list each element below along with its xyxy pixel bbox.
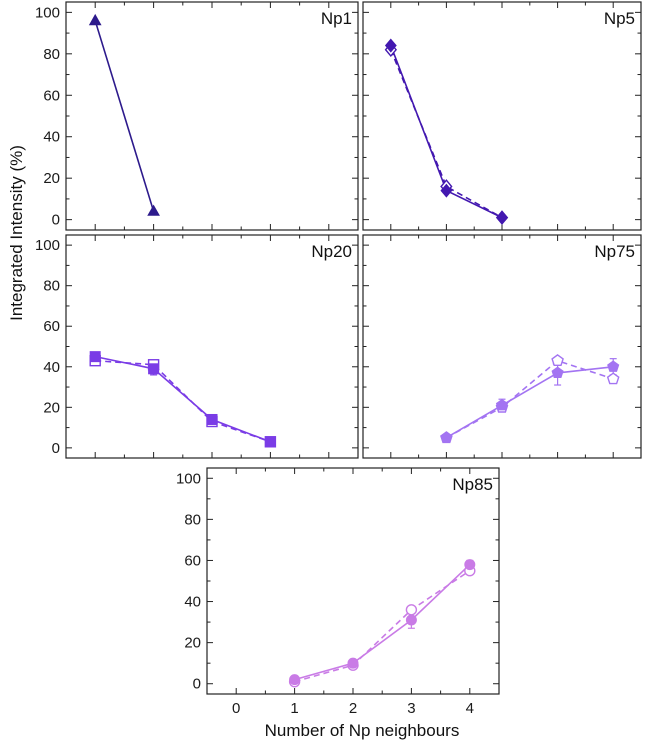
panel-np5: Np5 (362, 1, 642, 231)
series-line-dashed (390, 49, 503, 219)
data-point-open (551, 354, 564, 366)
panel-np1: 0 20 40 60 80 100 Np1 (35, 1, 359, 231)
y-tick-label: 0 (52, 212, 60, 229)
x-tick-label: 3 (407, 700, 415, 717)
series-line-solid (95, 355, 271, 443)
data-point-filled (206, 413, 218, 425)
series-line-solid (294, 564, 471, 681)
y-tick-label: 40 (184, 594, 201, 611)
y-axis-title: Integrated Intensity (%) (7, 145, 26, 321)
y-tick-label: 40 (43, 129, 60, 146)
y-tick-label: 80 (184, 511, 201, 528)
panel-np20: 0 20 40 60 80 100 Np20 (35, 234, 359, 459)
data-point-filled (551, 366, 564, 378)
x-tick-label: 4 (466, 700, 474, 717)
data-point-filled (495, 398, 509, 411)
panel-np85: 0 20 40 60 80 100 0 1 2 3 4 Np85 (176, 467, 500, 717)
panel-label-np1: Np1 (321, 9, 352, 28)
panel-label-np85: Np85 (452, 475, 493, 494)
x-tick-label: 1 (290, 700, 298, 717)
data-point-filled (384, 38, 397, 53)
panel-label-np20: Np20 (311, 242, 352, 261)
y-tick-label: 80 (43, 46, 60, 63)
data-point-open (606, 372, 620, 385)
data-point-filled (148, 363, 160, 375)
panel-frame (65, 1, 359, 231)
data-point-filled (289, 674, 301, 686)
y-tick-label: 100 (176, 470, 201, 487)
y-tick-label: 40 (43, 359, 60, 376)
data-point-filled (88, 13, 102, 26)
data-point-filled (464, 559, 476, 571)
data-point-filled (440, 431, 453, 443)
x-axis-title: Number of Np neighbours (265, 721, 460, 740)
data-point-filled (607, 360, 620, 372)
data-point-open (405, 604, 418, 616)
panel-frame (362, 1, 642, 231)
y-tick-label: 60 (43, 318, 60, 335)
y-tick-label: 20 (43, 399, 60, 416)
panel-label-np5: Np5 (604, 9, 635, 28)
data-point-filled (147, 204, 160, 216)
y-tick-label: 60 (184, 552, 201, 569)
data-point-filled (405, 614, 417, 626)
y-tick-label: 20 (43, 170, 60, 187)
panel-label-np75: Np75 (594, 242, 635, 261)
series-line-dashed (95, 359, 271, 443)
y-tick-label: 0 (52, 440, 60, 457)
series-line-solid (445, 366, 614, 439)
data-point-filled (264, 436, 276, 448)
data-point-filled (89, 351, 101, 363)
x-tick-label: 2 (349, 700, 357, 717)
y-tick-label: 100 (35, 4, 60, 21)
data-point-filled (496, 210, 508, 225)
panel-frame (362, 234, 642, 459)
x-tick-label: 0 (232, 700, 240, 717)
data-point-filled (347, 657, 359, 669)
data-point-filled (440, 183, 453, 198)
series-line-dashed (294, 570, 471, 683)
y-tick-label: 20 (184, 635, 201, 652)
y-tick-label: 80 (43, 278, 60, 295)
series-line-solid (94, 20, 155, 212)
y-tick-label: 60 (43, 87, 60, 104)
y-tick-label: 100 (35, 237, 60, 254)
y-tick-label: 0 (193, 676, 201, 693)
panel-np75: Np75 (362, 234, 642, 459)
series-line-dashed (446, 359, 614, 439)
